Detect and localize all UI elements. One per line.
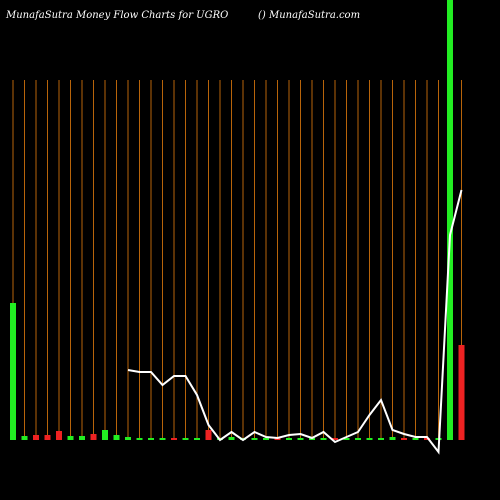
bar [113, 435, 120, 440]
bar [194, 438, 200, 440]
money-flow-line [127, 189, 463, 455]
bar [21, 436, 28, 440]
bar [125, 437, 131, 440]
bar [228, 437, 235, 440]
bar [343, 438, 350, 440]
bar [355, 438, 361, 440]
bar [182, 438, 189, 440]
bar [378, 438, 384, 440]
bar [389, 437, 396, 440]
bar [447, 0, 453, 440]
chart-title: MunafaSutra Money Flow Charts for UGRO [5, 10, 228, 21]
bar [332, 438, 338, 440]
bar [412, 438, 419, 440]
bar [297, 438, 304, 440]
bar [10, 303, 16, 440]
bar [205, 430, 212, 440]
bar [159, 438, 166, 440]
bar [251, 438, 258, 440]
bar [67, 436, 74, 440]
bar [286, 438, 292, 440]
bar [44, 435, 51, 440]
bar [148, 438, 154, 440]
bar [90, 434, 97, 440]
bar [263, 438, 269, 440]
bar [56, 431, 62, 440]
bar [171, 438, 177, 440]
bar [79, 436, 85, 440]
bar [102, 430, 108, 440]
chart-subtitle: () MunafaSutra.com [258, 10, 360, 21]
bar [458, 345, 465, 440]
bar [136, 438, 143, 440]
bar [366, 438, 373, 440]
bar [401, 438, 407, 440]
bar [424, 438, 430, 440]
bar [33, 435, 39, 440]
bar [320, 438, 327, 440]
